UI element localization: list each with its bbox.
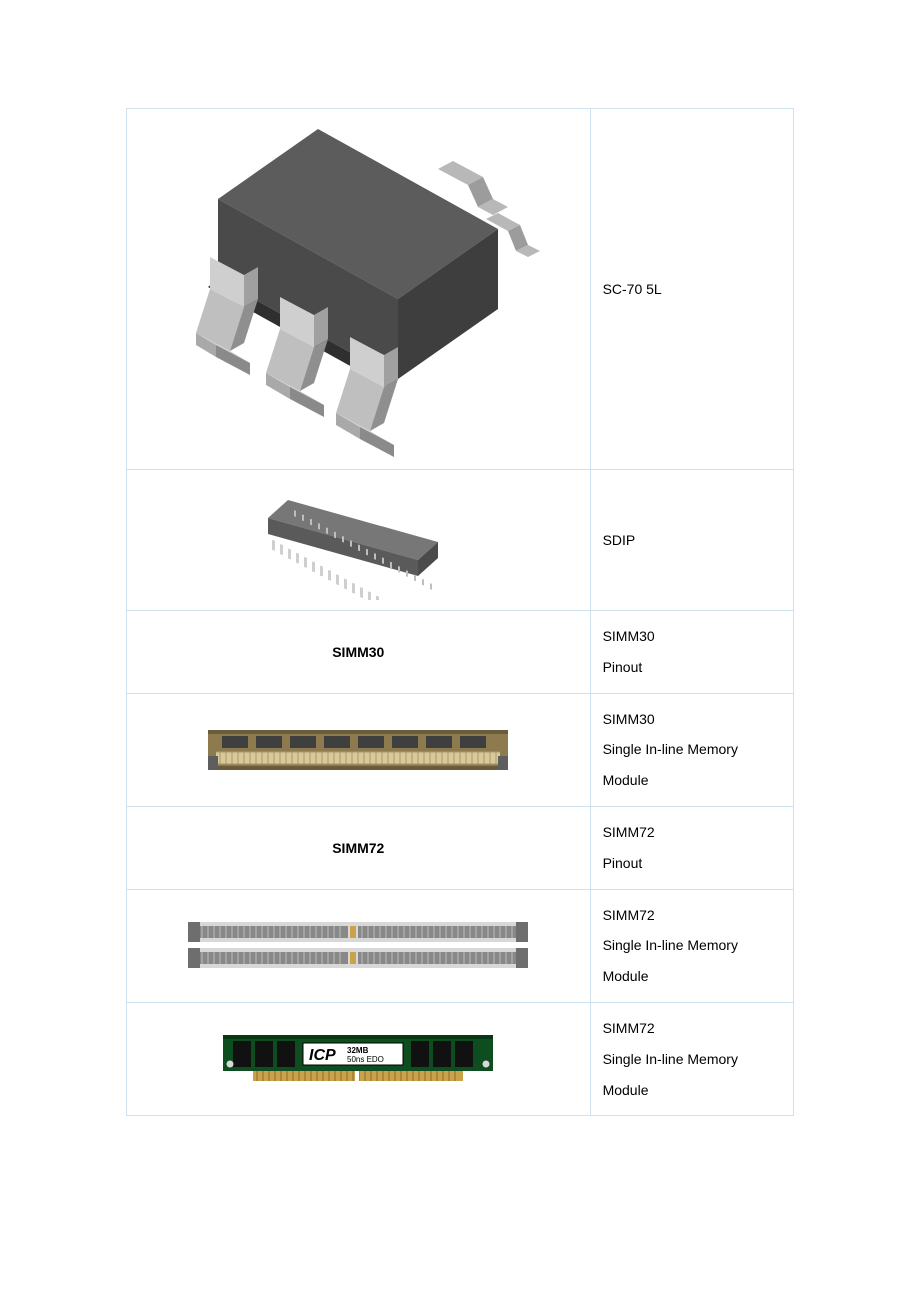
image-cell-simm72-socket	[127, 889, 591, 1002]
desc-text: Single In-line Memory	[603, 734, 781, 765]
desc-text: Module	[603, 765, 781, 796]
desc-cell-simm30-pinout: SIMM30 Pinout	[590, 611, 793, 694]
desc-cell-sdip: SDIP	[590, 470, 793, 611]
desc-text: Single In-line Memory	[603, 930, 781, 961]
desc-cell-simm72-pinout: SIMM72 Pinout	[590, 806, 793, 889]
image-cell-simm72-label: SIMM72	[127, 806, 591, 889]
table-row: ICP 32MB 50ns EDO	[127, 1002, 794, 1115]
icp-main-label: ICP	[309, 1047, 336, 1064]
sc70-illustration	[168, 119, 548, 459]
desc-text: SIMM72	[603, 1013, 781, 1044]
desc-text: SIMM30	[603, 621, 781, 652]
desc-text: Pinout	[603, 848, 781, 879]
simm72-module-illustration: ICP 32MB 50ns EDO	[223, 1031, 493, 1087]
desc-text: SDIP	[603, 532, 636, 548]
table-row: SIMM30 Single In-line Memory Module	[127, 693, 794, 806]
icp-line1: 32MB	[347, 1046, 369, 1055]
image-cell-sdip	[127, 470, 591, 611]
image-cell-simm72-module: ICP 32MB 50ns EDO	[127, 1002, 591, 1115]
simm30-label: SIMM30	[332, 644, 384, 660]
desc-text: Module	[603, 1075, 781, 1106]
image-cell-simm30-module	[127, 693, 591, 806]
image-cell-simm30-label: SIMM30	[127, 611, 591, 694]
desc-cell-simm30-module: SIMM30 Single In-line Memory Module	[590, 693, 793, 806]
desc-text: SIMM30	[603, 704, 781, 735]
table-row: SIMM72 SIMM72 Pinout	[127, 806, 794, 889]
desc-text: Module	[603, 961, 781, 992]
image-cell-sc70	[127, 109, 591, 470]
table-row: SIMM30 SIMM30 Pinout	[127, 611, 794, 694]
desc-cell-simm72-socket: SIMM72 Single In-line Memory Module	[590, 889, 793, 1002]
table-row: SDIP	[127, 470, 794, 611]
sdip-illustration	[248, 480, 468, 600]
simm72-label: SIMM72	[332, 840, 384, 856]
simm30-module-illustration	[208, 726, 508, 774]
desc-text: SIMM72	[603, 900, 781, 931]
desc-text: SIMM72	[603, 817, 781, 848]
desc-cell-sc70: SC-70 5L	[590, 109, 793, 470]
table-row: SC-70 5L	[127, 109, 794, 470]
desc-text: Pinout	[603, 652, 781, 683]
desc-cell-simm72-module: SIMM72 Single In-line Memory Module	[590, 1002, 793, 1115]
table-row: SIMM72 Single In-line Memory Module	[127, 889, 794, 1002]
desc-text: SC-70 5L	[603, 281, 662, 297]
simm72-socket-illustration	[188, 920, 528, 972]
desc-text: Single In-line Memory	[603, 1044, 781, 1075]
icp-line2: 50ns EDO	[347, 1055, 384, 1064]
components-table: SC-70 5L	[126, 108, 794, 1116]
